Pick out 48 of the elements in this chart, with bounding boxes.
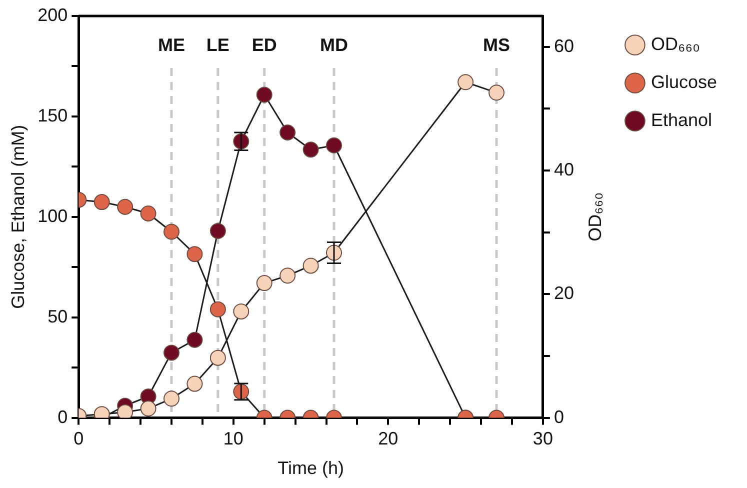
y-tick-label: 100 [38, 206, 68, 226]
y-tick-label: 50 [48, 306, 68, 326]
point [326, 137, 342, 154]
x-tick-label: 30 [532, 428, 553, 449]
point [163, 344, 180, 361]
point [280, 268, 296, 284]
point [302, 142, 319, 158]
point [186, 376, 203, 392]
ref-line-label: LE [206, 34, 230, 55]
legend-label: Ethanol [650, 110, 712, 130]
y2-tick-label: 0 [554, 406, 564, 427]
point [210, 350, 226, 366]
point [186, 246, 203, 262]
ref-line-label: MD [320, 34, 348, 55]
y2-tick-label: 40 [554, 160, 574, 180]
point [280, 124, 296, 141]
point [140, 400, 156, 417]
point [163, 390, 180, 407]
y2-tick-label: 60 [554, 36, 574, 56]
y-axis-title: Glucose, Ethanol (mM) [8, 124, 28, 309]
ref-line-label: ED [252, 34, 277, 55]
legend-label: Glucose [650, 72, 718, 92]
point [233, 303, 250, 320]
y-tick-label: 150 [38, 105, 68, 126]
point [256, 275, 272, 292]
x-tick-label: 0 [74, 428, 84, 449]
point [458, 74, 474, 90]
point [256, 86, 272, 103]
point [186, 332, 203, 348]
ref-line-label: ME [158, 34, 185, 55]
point [210, 301, 226, 318]
point [117, 404, 134, 418]
point [94, 194, 110, 210]
point [302, 258, 319, 274]
y-tick-label: 0 [58, 406, 68, 427]
y-tick-label: 200 [38, 4, 68, 25]
y2-tick-label: 20 [554, 283, 574, 304]
legend-label: OD₆₆₀ [650, 34, 700, 54]
x-axis-title: Time (h) [278, 458, 344, 478]
y2-axis-title: OD₆₆₀ [584, 192, 605, 242]
point [163, 224, 180, 240]
point [140, 205, 156, 222]
ref-line-label: MS [483, 34, 510, 55]
x-tick-label: 20 [378, 428, 398, 449]
point [210, 222, 226, 239]
point [117, 198, 134, 215]
x-tick-label: 10 [223, 428, 244, 449]
point [488, 84, 505, 101]
